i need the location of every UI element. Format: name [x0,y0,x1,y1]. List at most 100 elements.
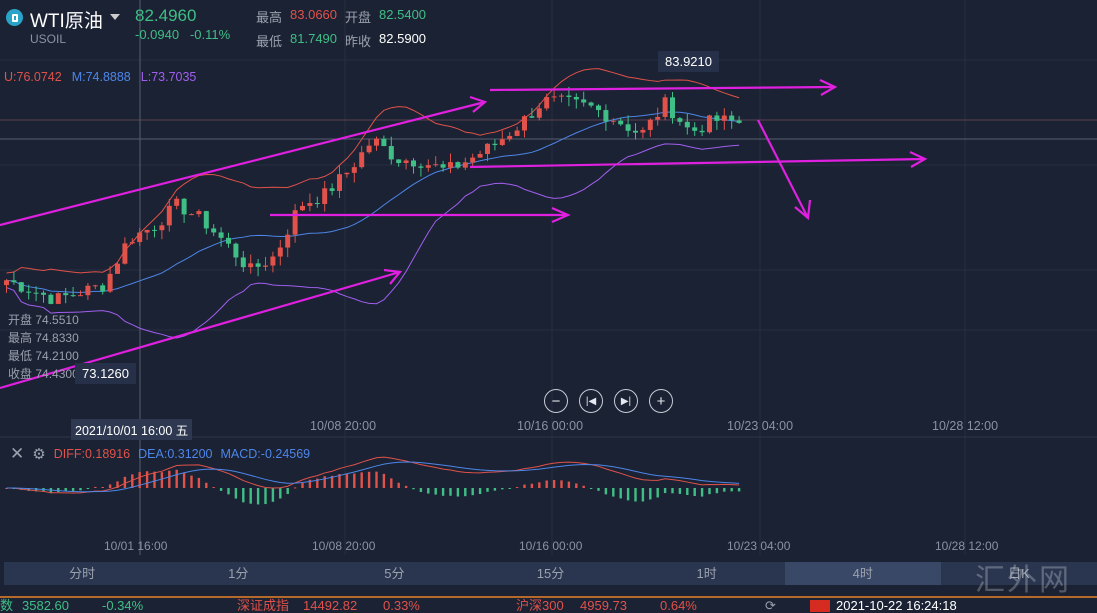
tab-1min[interactable]: 1分 [228,566,249,581]
chart-canvas[interactable] [0,0,1097,560]
candle [581,99,587,103]
zoom-out-button[interactable]: − [544,389,568,413]
skip-back-button[interactable]: |◀ [579,389,603,413]
tab-1hour[interactable]: 1时 [696,566,717,581]
bollinger-legend: U:76.0742 M:74.8888 L:73.7035 [4,70,196,84]
candle [263,265,268,267]
period-tabs: 分时 1分 5分 15分 1时 4时 日K [4,562,1097,585]
macd-bar [641,488,645,502]
candle [462,162,468,168]
tab-4hour[interactable]: 4时 [784,562,941,585]
candle [625,124,631,131]
candle [70,295,76,297]
resistance-line [489,85,836,92]
macd-bar [545,480,548,488]
macd-bar [175,469,178,488]
macd-bar [27,488,30,491]
candle [351,167,357,173]
macd-bar [219,488,223,491]
time-tick: 10/23 04:00 [727,419,794,433]
macd-bar [523,484,526,488]
candle [573,96,579,100]
index-pct: 0.33% [383,598,420,613]
candle [684,121,690,128]
time-tick: 10/08 20:00 [310,419,377,433]
candle [396,159,402,164]
tab-15min[interactable]: 15分 [536,566,565,581]
tab-5min[interactable]: 5分 [384,566,405,581]
macd-bar [737,488,741,492]
boll-mid-line [6,111,740,293]
candle [655,116,661,120]
boll-upper: U:76.0742 [4,70,62,84]
candle [729,115,735,121]
ohlc-label: 最低 [8,349,33,363]
macd-bar [412,488,415,490]
macd-bar [419,488,423,492]
time-tick: 10/16 00:00 [519,539,583,553]
macd-bar [708,488,711,495]
time-axis: 10/08 20:00 10/16 00:00 10/23 04:00 10/2… [0,417,1097,437]
candle [4,280,9,286]
candle [122,243,128,264]
ohlc-label: 开盘 [8,313,33,327]
candle [218,232,224,238]
zoom-in-button[interactable]: + [649,389,673,413]
macd-bar [234,488,238,499]
candle [78,295,83,297]
candle [359,152,365,168]
gear-icon[interactable]: ⚙ [32,446,46,463]
macd-bar [464,488,467,497]
macd-bar [530,483,534,488]
skip-forward-button[interactable]: ▶| [614,389,638,413]
macd-bar [123,476,127,488]
close-icon[interactable]: ✕ [10,444,25,463]
low-label: 最低 [256,34,283,49]
candle [670,97,675,119]
ohlc-label: 最高 [8,331,33,345]
time-tick: 10/16 00:00 [517,419,584,433]
index-name[interactable]: 深证成指 [237,598,290,613]
macd-bar [145,471,149,488]
macd-pane [5,456,741,505]
time-tick: 10/01 16:00 [104,539,168,553]
chevron-down-icon[interactable] [110,14,120,20]
instrument-icon [6,9,23,26]
trendline-lower [0,270,401,390]
candle [344,172,350,175]
macd-bar [427,488,430,494]
tab-intraday[interactable]: 分时 [69,566,96,581]
candle [507,135,513,140]
macd-bar [256,488,260,505]
index-name[interactable]: 沪深300 [516,598,564,613]
macd-bar [160,472,164,488]
divider [0,596,1097,598]
candle [366,145,372,153]
macd-bar [382,473,386,488]
tab-daily[interactable]: 日K [1008,566,1030,581]
index-pct: 0.64% [660,598,697,613]
candle [618,120,624,125]
macd-bar [168,470,171,488]
open-value: 82.5400 [379,7,427,22]
macd-bar [693,488,696,497]
candle [566,95,572,97]
macd-bar [212,487,215,489]
refresh-icon[interactable]: ⟳ [765,598,776,613]
macd-bar [471,488,474,496]
macd-bar [515,487,519,489]
candle [721,115,727,121]
macd-bar [293,487,297,489]
candle [374,138,379,146]
index-pct: -0.34% [102,598,144,613]
candle [610,120,616,122]
change-value: -0.0940 [135,27,180,42]
candle [470,157,476,163]
macd-bar [86,488,90,489]
candle [677,118,683,122]
ohlc-value: 74.4300 [35,367,79,381]
candle [440,164,446,168]
instrument-title[interactable]: WTI原油 [30,11,103,32]
candle [307,202,313,206]
index-name[interactable]: 数 [0,598,14,613]
